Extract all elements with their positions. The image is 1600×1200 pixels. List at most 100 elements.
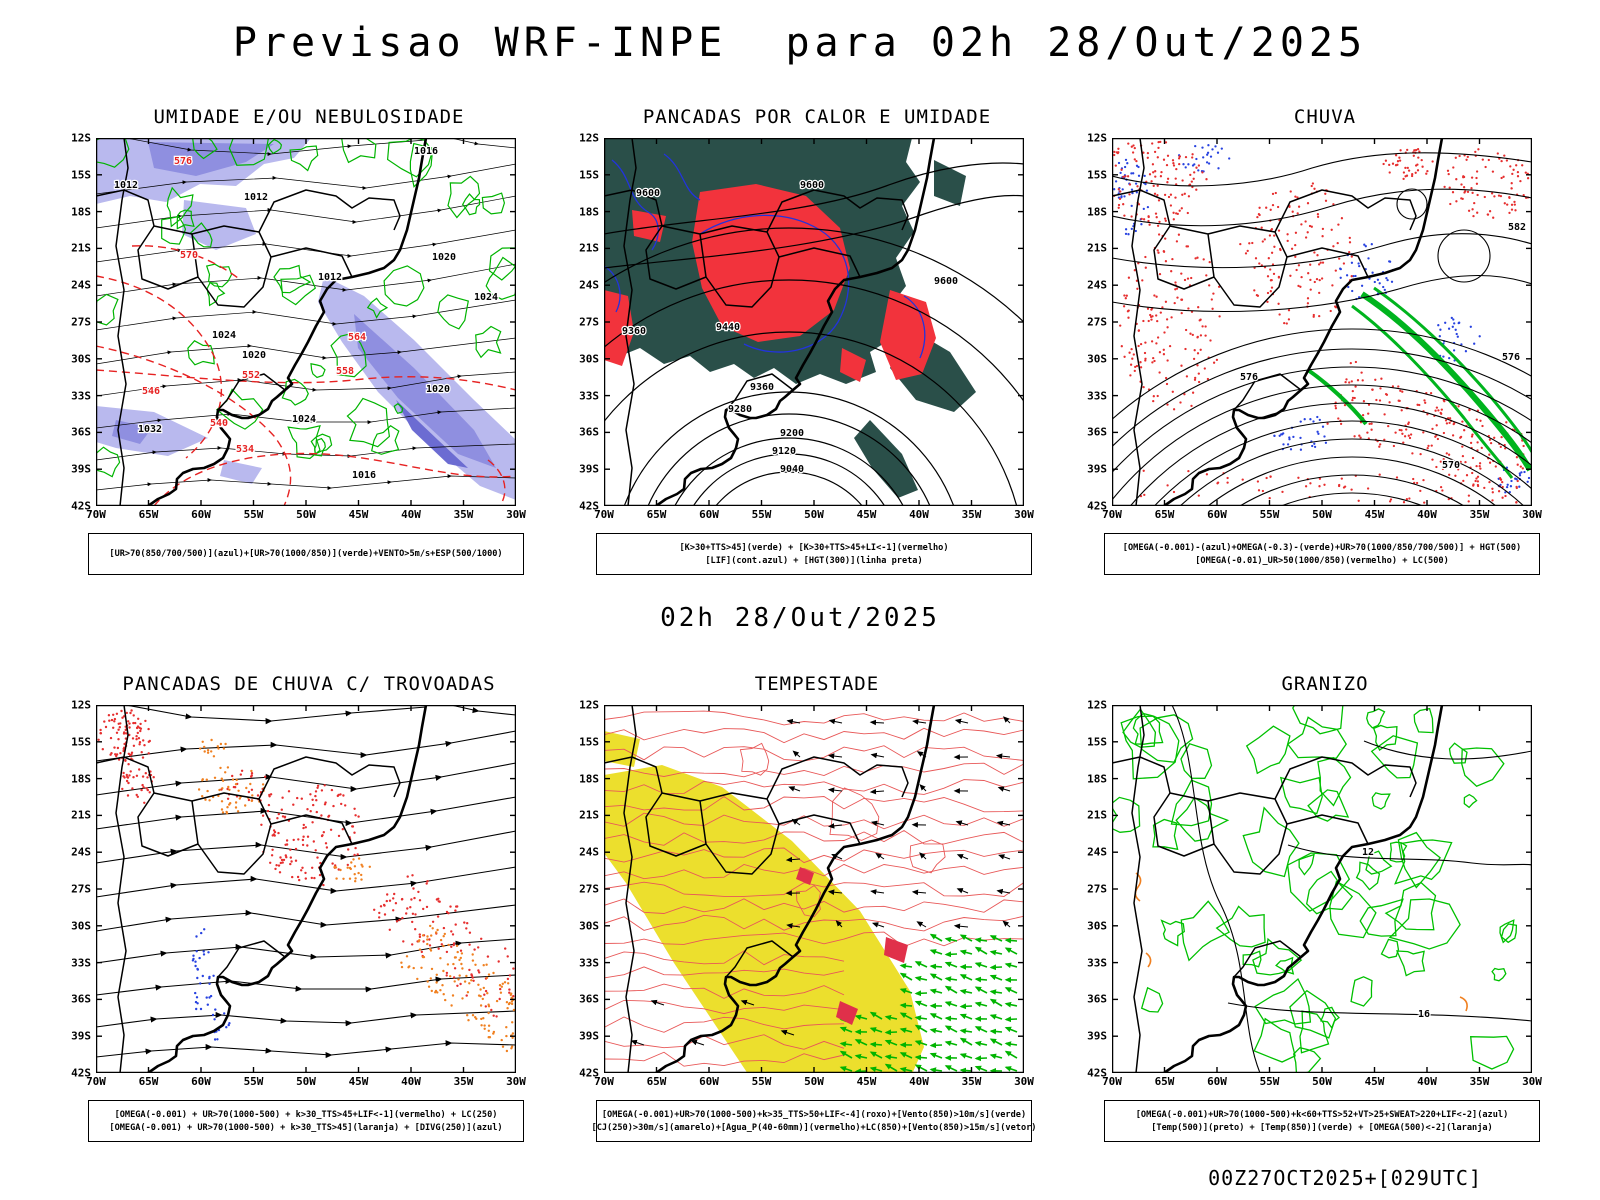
lat-tick-label: 36S	[1087, 992, 1107, 1006]
legend-box-granizo: [OMEGA(-0.001)+UR>70(1000-500)+k<60+TTS>…	[1104, 1100, 1540, 1142]
weather-map-tempestade	[604, 705, 1024, 1073]
lon-tick-label: 30W	[1014, 508, 1034, 521]
lat-tick-label: 18S	[579, 205, 599, 219]
lif-blue-contours	[604, 153, 926, 359]
svg-text:16: 16	[1418, 1009, 1430, 1020]
panel-chuva: CHUVA 12S 15S 18S 21S 24S 27S 30S 33S 36S 39S 42S	[1078, 106, 1542, 575]
lon-tick-label: 50W	[1312, 508, 1332, 521]
frame-ticks	[96, 705, 516, 1073]
lat-tick-label: 42S	[71, 1066, 91, 1080]
panel-tempestade: TEMPESTADE 12S 15S 18S 21S 24S 27S 30S 33S 36S 39…	[570, 673, 1036, 1142]
contour-labels: 9600 9600 9600 9360 9440 9360 9280 9200 9120 9040	[621, 179, 959, 476]
svg-text:1020: 1020	[426, 384, 450, 395]
lon-tick-label: 35W	[961, 1075, 982, 1088]
lat-tick-label: 33S	[71, 389, 91, 403]
legend-line: [OMEGA(-0.01)_UR>50(1000/850)(vermelho) …	[1195, 555, 1449, 566]
lat-tick-label: 18S	[1087, 205, 1107, 219]
lat-tick-label: 42S	[1087, 499, 1107, 513]
svg-text:1016: 1016	[414, 146, 438, 157]
lat-tick-label: 12S	[1087, 698, 1107, 712]
legend-line: [OMEGA(-0.001)+UR>70(1000-500)+k>35_TTS>…	[601, 1109, 1027, 1120]
lat-tick-label: 42S	[1087, 1066, 1107, 1080]
frame-ticks	[1112, 138, 1532, 506]
lat-tick-label: 30S	[1087, 919, 1107, 933]
lon-tick-label: 40W	[1417, 1075, 1437, 1088]
lon-tick-label: 35W	[453, 1075, 474, 1088]
lat-tick-label: 12S	[579, 698, 599, 712]
lon-tick-label: 40W	[1417, 508, 1437, 521]
legend-line: [OMEGA(-0.001) + UR>70(1000-500) + k>30_…	[114, 1109, 498, 1120]
precip-red-patches	[796, 867, 908, 1025]
rain-red-speckles	[1113, 140, 1530, 504]
lat-tick-label: 30S	[71, 352, 91, 366]
lat-tick-label: 12S	[1087, 131, 1107, 145]
legend-box-chuva: [OMEGA(-0.001)-(azul)+OMEGA(-0.3)-(verde…	[1104, 533, 1540, 575]
lat-tick-label: 39S	[71, 1029, 91, 1043]
lon-tick-label: 70W	[86, 1075, 106, 1088]
svg-text:9200: 9200	[780, 428, 804, 439]
lat-tick-label: 36S	[579, 425, 599, 439]
legend-line: [OMEGA(-0.001)-(azul)+OMEGA(-0.3)-(verde…	[1122, 542, 1522, 553]
lat-tick-label: 18S	[1087, 772, 1107, 786]
lon-tick-label: 70W	[86, 508, 106, 521]
lon-tick-label: 50W	[1312, 1075, 1332, 1088]
lon-tick-label: 60W	[191, 1075, 211, 1088]
lon-tick-label: 70W	[1102, 508, 1122, 521]
lon-axis: 70W 65W 60W 55W 50W 45W 40W 35W 30W	[594, 1073, 1034, 1090]
lat-tick-label: 39S	[71, 462, 91, 476]
row-1: UMIDADE E/OU NEBULOSIDADE 12S 15S 18S 21S 24…	[0, 106, 1600, 575]
lat-tick-label: 39S	[579, 1029, 599, 1043]
svg-text:576: 576	[174, 156, 192, 167]
lat-axis: 12S 15S 18S 21S 24S 27S 30S 33S 36S 39S 42S	[62, 132, 96, 513]
lon-tick-label: 30W	[1522, 1075, 1542, 1088]
lon-axis: 70W 65W 60W 55W 50W 45W 40W 35W 30W	[1102, 1073, 1542, 1090]
svg-text:1012: 1012	[114, 180, 138, 191]
lon-tick-label: 45W	[1364, 508, 1385, 521]
panel-title-chuva: CHUVA	[1293, 106, 1357, 128]
divergence-blue-speckles	[191, 928, 231, 1041]
map-frame-trovoadas	[96, 705, 516, 1073]
svg-text:1020: 1020	[432, 252, 456, 263]
lon-tick-label: 55W	[751, 508, 772, 521]
svg-text:1024: 1024	[292, 414, 316, 425]
panel-pancadas-calor: PANCADAS POR CALOR E UMIDADE 12S 15S 18S 21…	[570, 106, 1034, 575]
lon-tick-label: 65W	[138, 1075, 159, 1088]
legend-line: [OMEGA(-0.001)+UR>70(1000-500)+k<60+TTS>…	[1135, 1109, 1509, 1120]
lon-axis: 70W 65W 60W 55W 50W 45W 40W 35W 30W	[86, 506, 526, 523]
svg-text:1032: 1032	[138, 424, 162, 435]
lon-axis: 70W 65W 60W 55W 50W 45W 40W 35W 30W	[86, 1073, 526, 1090]
lat-tick-label: 18S	[71, 205, 91, 219]
lat-tick-label: 21S	[1087, 241, 1107, 255]
lat-tick-label: 30S	[579, 919, 599, 933]
lat-tick-label: 42S	[579, 499, 599, 513]
lat-tick-label: 24S	[71, 845, 91, 859]
lon-tick-label: 55W	[751, 1075, 772, 1088]
lon-tick-label: 45W	[348, 1075, 369, 1088]
lat-tick-label: 21S	[579, 808, 599, 822]
lat-tick-label: 21S	[71, 808, 91, 822]
thickness-red-contours	[96, 245, 516, 506]
lon-tick-label: 55W	[1259, 508, 1280, 521]
lon-axis: 70W 65W 60W 55W 50W 45W 40W 35W 30W	[1102, 506, 1542, 523]
svg-text:1012: 1012	[318, 272, 342, 283]
lon-tick-label: 60W	[191, 508, 211, 521]
svg-text:9280: 9280	[728, 404, 752, 415]
lon-tick-label: 45W	[856, 1075, 877, 1088]
panel-umidade: UMIDADE E/OU NEBULOSIDADE 12S 15S 18S 21S 24…	[62, 106, 526, 575]
lat-tick-label: 15S	[579, 168, 599, 182]
lon-tick-label: 65W	[646, 508, 667, 521]
lon-tick-label: 40W	[909, 508, 929, 521]
lat-tick-label: 39S	[1087, 462, 1107, 476]
lon-tick-label: 70W	[594, 1075, 614, 1088]
lon-tick-label: 70W	[1102, 1075, 1122, 1088]
panel-title-tempestade: TEMPESTADE	[754, 673, 880, 695]
svg-text:570: 570	[180, 250, 198, 261]
lat-tick-label: 27S	[1087, 882, 1107, 896]
map-border	[96, 705, 516, 1073]
lat-tick-label: 24S	[1087, 845, 1107, 859]
legend-box-tempestade: [OMEGA(-0.001)+UR>70(1000-500)+k>35_TTS>…	[592, 1100, 1036, 1142]
panel-granizo: GRANIZO 12S 15S 18S 21S 24S 27S 30S 33S 36S 39S 42…	[1078, 673, 1542, 1142]
lat-tick-label: 33S	[579, 956, 599, 970]
lat-tick-label: 15S	[71, 168, 91, 182]
weather-map-pancadas-calor: 9600 9600 9600 9360 9440 9360 9280 9200 9120 9040	[604, 138, 1024, 506]
